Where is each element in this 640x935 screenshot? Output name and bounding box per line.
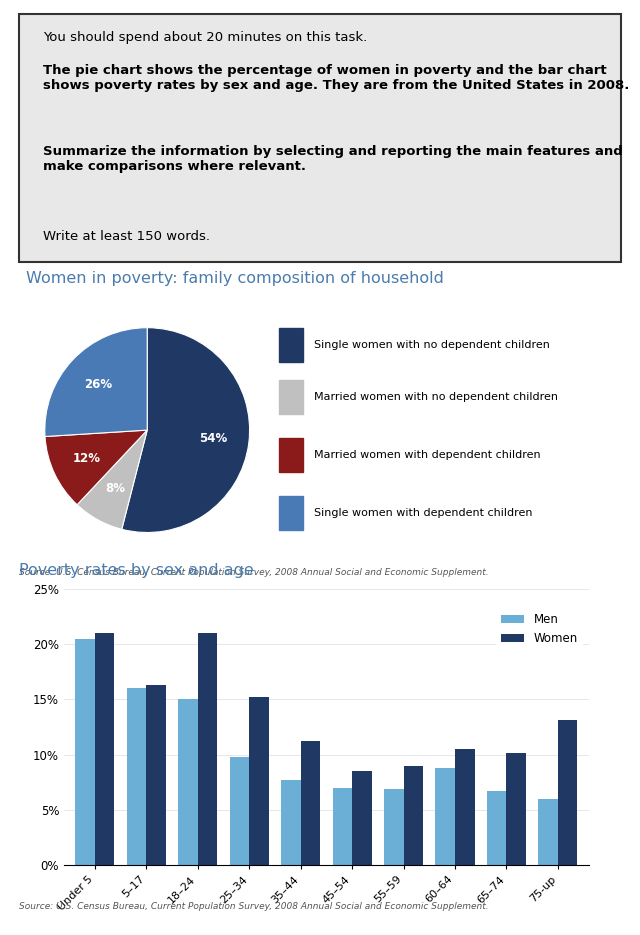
FancyBboxPatch shape bbox=[19, 14, 621, 262]
Wedge shape bbox=[45, 430, 147, 505]
Bar bbox=[127, 688, 147, 865]
Bar bbox=[538, 798, 558, 865]
Bar bbox=[279, 381, 303, 414]
Text: Single women with no dependent children: Single women with no dependent children bbox=[314, 340, 550, 350]
Bar bbox=[333, 787, 352, 865]
Text: Source: U.S. Census Bureau, Current Population Survey, 2008 Annual Social and Ec: Source: U.S. Census Bureau, Current Popu… bbox=[19, 902, 489, 912]
Text: Single women with dependent children: Single women with dependent children bbox=[314, 508, 532, 518]
Bar bbox=[279, 496, 303, 529]
Text: 26%: 26% bbox=[84, 378, 113, 391]
Text: Summarize the information by selecting and reporting the main features and make : Summarize the information by selecting a… bbox=[44, 145, 623, 173]
Wedge shape bbox=[77, 430, 147, 529]
Bar bbox=[279, 328, 303, 362]
Text: 12%: 12% bbox=[73, 452, 101, 465]
Bar bbox=[198, 633, 218, 865]
Text: 54%: 54% bbox=[199, 432, 227, 445]
Bar bbox=[435, 768, 455, 865]
Text: Write at least 150 words.: Write at least 150 words. bbox=[44, 230, 211, 242]
Legend: Men, Women: Men, Women bbox=[496, 609, 583, 650]
Bar bbox=[95, 633, 115, 865]
Bar bbox=[147, 685, 166, 865]
Text: Source: U.S. Census Bureau, Current Population Survey, 2008 Annual Social and Ec: Source: U.S. Census Bureau, Current Popu… bbox=[19, 568, 489, 577]
Text: Married women with dependent children: Married women with dependent children bbox=[314, 450, 541, 460]
Wedge shape bbox=[122, 327, 250, 533]
Text: Married women with no dependent children: Married women with no dependent children bbox=[314, 393, 558, 402]
Wedge shape bbox=[45, 327, 147, 437]
Text: You should spend about 20 minutes on this task.: You should spend about 20 minutes on thi… bbox=[44, 32, 367, 44]
Text: The pie chart shows the percentage of women in poverty and the bar chart shows p: The pie chart shows the percentage of wo… bbox=[44, 64, 630, 92]
Bar bbox=[384, 789, 404, 865]
Bar bbox=[279, 438, 303, 472]
Bar bbox=[301, 741, 320, 865]
Text: 8%: 8% bbox=[105, 482, 125, 495]
Bar bbox=[506, 754, 526, 865]
Bar bbox=[281, 780, 301, 865]
Bar bbox=[404, 766, 423, 865]
Bar bbox=[178, 699, 198, 865]
Bar bbox=[558, 720, 577, 865]
Bar bbox=[352, 771, 372, 865]
Text: Women in poverty: family composition of household: Women in poverty: family composition of … bbox=[26, 271, 444, 286]
Bar bbox=[455, 749, 475, 865]
Bar bbox=[76, 639, 95, 865]
Bar bbox=[230, 756, 249, 865]
Bar bbox=[249, 698, 269, 865]
Text: Poverty rates by sex and age: Poverty rates by sex and age bbox=[19, 563, 254, 578]
Bar bbox=[487, 791, 506, 865]
